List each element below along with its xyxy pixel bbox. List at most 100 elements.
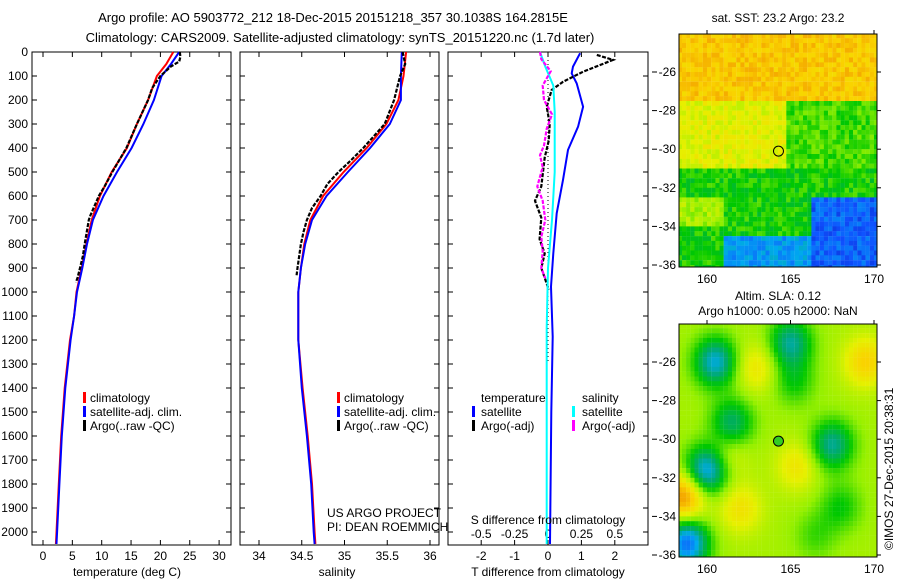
- map-cell: [782, 507, 786, 512]
- map-cell: [857, 487, 861, 492]
- map-cell: [766, 425, 770, 430]
- map-cell: [715, 386, 719, 391]
- map-cell: [757, 444, 761, 449]
- map-cell: [720, 526, 724, 531]
- map-cell: [778, 478, 782, 483]
- map-cell: [828, 386, 832, 391]
- map-cell: [720, 516, 724, 521]
- map-cell: [870, 58, 874, 63]
- map-cell: [749, 125, 753, 130]
- map-cell: [695, 144, 699, 149]
- map-cell: [686, 459, 690, 464]
- map-cell: [695, 169, 699, 174]
- map-cell: [807, 439, 811, 444]
- map-cell: [870, 130, 874, 135]
- map-cell: [807, 222, 811, 227]
- map-cell: [749, 377, 753, 382]
- map-cell: [724, 468, 728, 473]
- map-cell: [782, 183, 786, 188]
- map-cell: [866, 367, 870, 372]
- map-cell: [724, 478, 728, 483]
- map-cell: [845, 343, 849, 348]
- map-cell: [774, 459, 778, 464]
- map-cell: [807, 144, 811, 149]
- map-cell: [711, 178, 715, 183]
- map-cell: [841, 58, 845, 63]
- map-cell: [749, 231, 753, 236]
- map-cell: [866, 473, 870, 478]
- map-cell: [820, 101, 824, 106]
- map-cell: [832, 115, 836, 120]
- map-cell: [757, 463, 761, 468]
- map-cell: [690, 91, 694, 96]
- map-cell: [841, 338, 845, 343]
- map-cell: [824, 492, 828, 497]
- map-cell: [845, 236, 849, 241]
- map-cell: [791, 468, 795, 473]
- map-cell: [736, 144, 740, 149]
- map-cell: [757, 521, 761, 526]
- map-cell: [853, 459, 857, 464]
- map-cell: [841, 169, 845, 174]
- map-cell: [724, 202, 728, 207]
- map-cell: [761, 430, 765, 435]
- map-cell: [866, 236, 870, 241]
- map-cell: [686, 34, 690, 38]
- map-cell: [816, 53, 820, 58]
- map-cell: [720, 48, 724, 53]
- map-cell: [732, 405, 736, 410]
- map-cell: [724, 348, 728, 353]
- map-cell: [740, 169, 744, 174]
- map-cell: [811, 352, 815, 357]
- map-cell: [799, 67, 803, 72]
- map-cell: [816, 48, 820, 53]
- map-cell: [857, 222, 861, 227]
- map-cell: [803, 188, 807, 193]
- map-cell: [724, 91, 728, 96]
- map-cell: [761, 333, 765, 338]
- map-cell: [816, 439, 820, 444]
- map-cell: [724, 101, 728, 106]
- map-cell: [711, 251, 715, 256]
- map-cell: [770, 217, 774, 222]
- map-cell: [715, 328, 719, 333]
- map-cell: [732, 96, 736, 101]
- map-cell: [816, 333, 820, 338]
- map-cell: [820, 425, 824, 430]
- map-cell: [745, 120, 749, 125]
- map-cell: [740, 367, 744, 372]
- map-cell: [757, 372, 761, 377]
- map-cell: [820, 246, 824, 251]
- map-cell: [828, 159, 832, 164]
- map-cell: [828, 82, 832, 87]
- map-cell: [853, 338, 857, 343]
- map-cell: [803, 120, 807, 125]
- map-cell: [682, 67, 686, 72]
- map-cell: [715, 497, 719, 502]
- map-cell: [732, 463, 736, 468]
- map-cell: [836, 217, 840, 222]
- map-cell: [778, 72, 782, 77]
- map-cell: [774, 328, 778, 333]
- map-cell: [849, 526, 853, 531]
- map-cell: [782, 67, 786, 72]
- map-cell: [845, 381, 849, 386]
- map-cell: [836, 87, 840, 92]
- map-cell: [816, 260, 820, 265]
- map-cell: [807, 173, 811, 178]
- map-cell: [770, 183, 774, 188]
- map-cell: [686, 405, 690, 410]
- map-cell: [695, 410, 699, 415]
- map-cell: [745, 58, 749, 63]
- map-cell: [740, 502, 744, 507]
- map-cell: [766, 207, 770, 212]
- map-cell: [728, 531, 732, 536]
- map-cell: [853, 377, 857, 382]
- map-cell: [720, 77, 724, 82]
- map-cell: [749, 48, 753, 53]
- map-cell: [803, 541, 807, 546]
- map-cell: [836, 434, 840, 439]
- map-cell: [853, 420, 857, 425]
- map-cell: [866, 536, 870, 541]
- map-cell: [828, 120, 832, 125]
